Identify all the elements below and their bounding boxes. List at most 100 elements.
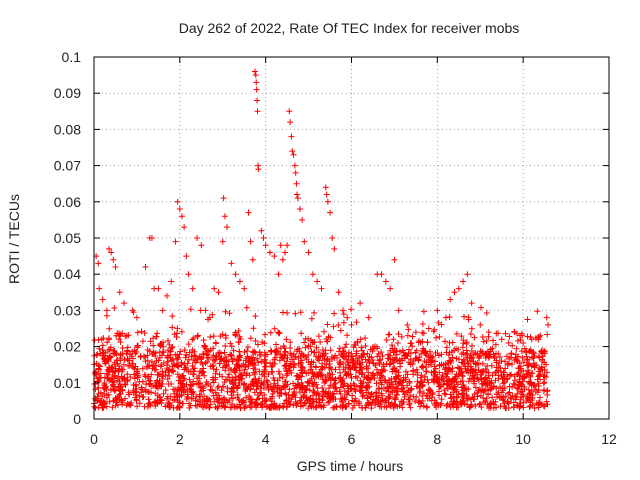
data-point xyxy=(349,392,356,399)
data-point xyxy=(416,338,423,345)
data-point xyxy=(432,371,439,378)
data-point xyxy=(221,396,228,403)
data-point xyxy=(331,310,338,317)
data-point xyxy=(104,374,111,381)
data-point xyxy=(483,338,490,345)
data-point xyxy=(106,245,113,252)
data-point xyxy=(165,358,172,365)
data-point xyxy=(436,362,443,369)
data-point xyxy=(349,353,356,360)
data-point xyxy=(269,390,276,397)
data-point xyxy=(165,347,172,354)
data-point xyxy=(424,392,431,399)
data-point xyxy=(204,397,211,404)
data-point xyxy=(524,356,531,363)
data-point xyxy=(165,369,172,376)
data-point xyxy=(172,351,179,358)
x-tick-label: 12 xyxy=(601,431,617,447)
data-point xyxy=(498,373,505,380)
data-point xyxy=(412,349,419,356)
data-point xyxy=(519,373,526,380)
data-point xyxy=(94,393,101,400)
data-point xyxy=(314,278,321,285)
data-point xyxy=(248,403,255,410)
data-point xyxy=(540,402,547,409)
data-point xyxy=(487,386,494,393)
data-point xyxy=(250,365,257,372)
data-point xyxy=(372,343,379,350)
data-point xyxy=(311,309,318,316)
data-point xyxy=(460,360,467,367)
data-point xyxy=(232,365,239,372)
data-point xyxy=(187,306,194,313)
data-point xyxy=(521,345,528,352)
data-point xyxy=(459,397,466,404)
data-point xyxy=(99,296,106,303)
data-point xyxy=(159,307,166,314)
data-point xyxy=(283,396,290,403)
data-point xyxy=(244,370,251,377)
data-point xyxy=(486,401,493,408)
data-point xyxy=(119,330,126,337)
data-point xyxy=(215,392,222,399)
data-point xyxy=(330,404,337,411)
data-point xyxy=(254,355,261,362)
data-point xyxy=(115,384,122,391)
data-point xyxy=(504,398,511,405)
data-point xyxy=(351,341,358,348)
data-point xyxy=(543,373,550,380)
data-point xyxy=(477,400,484,407)
data-point xyxy=(229,401,236,408)
data-point xyxy=(511,329,518,336)
data-point xyxy=(227,340,234,347)
data-point xyxy=(327,347,334,354)
data-point xyxy=(402,391,409,398)
data-point xyxy=(464,271,471,278)
data-point xyxy=(423,368,430,375)
data-point xyxy=(192,402,199,409)
data-point xyxy=(117,390,124,397)
data-point xyxy=(148,235,155,241)
data-point xyxy=(232,369,239,376)
data-point xyxy=(116,289,123,296)
data-point xyxy=(299,365,306,372)
data-point xyxy=(131,371,138,378)
data-point xyxy=(187,382,194,389)
data-point xyxy=(358,344,365,351)
data-point xyxy=(150,382,157,389)
data-point xyxy=(497,364,504,371)
data-point xyxy=(374,353,381,360)
data-point xyxy=(212,340,219,347)
data-point xyxy=(409,343,416,350)
data-point xyxy=(434,307,441,314)
data-point xyxy=(455,391,462,398)
data-point xyxy=(210,374,217,381)
data-point xyxy=(155,357,162,364)
data-point xyxy=(406,378,413,385)
data-point xyxy=(168,278,175,285)
data-point xyxy=(385,388,392,395)
data-point xyxy=(528,363,535,370)
data-point xyxy=(539,367,546,374)
data-point xyxy=(155,285,162,292)
data-point xyxy=(510,380,517,387)
data-point xyxy=(202,343,209,350)
data-point xyxy=(260,235,267,241)
data-point xyxy=(529,349,536,356)
data-point xyxy=(329,355,336,362)
data-point xyxy=(458,333,465,340)
data-point xyxy=(163,292,170,299)
data-point xyxy=(193,380,200,387)
data-point xyxy=(395,388,402,395)
data-point xyxy=(532,386,539,393)
data-point xyxy=(245,358,252,365)
data-point xyxy=(406,401,413,408)
data-point xyxy=(337,384,344,391)
data-point xyxy=(330,323,337,330)
data-point xyxy=(466,375,473,382)
data-point xyxy=(451,376,458,383)
data-point xyxy=(283,391,290,398)
data-point xyxy=(296,374,303,381)
data-point xyxy=(128,353,135,360)
data-point xyxy=(371,397,378,404)
